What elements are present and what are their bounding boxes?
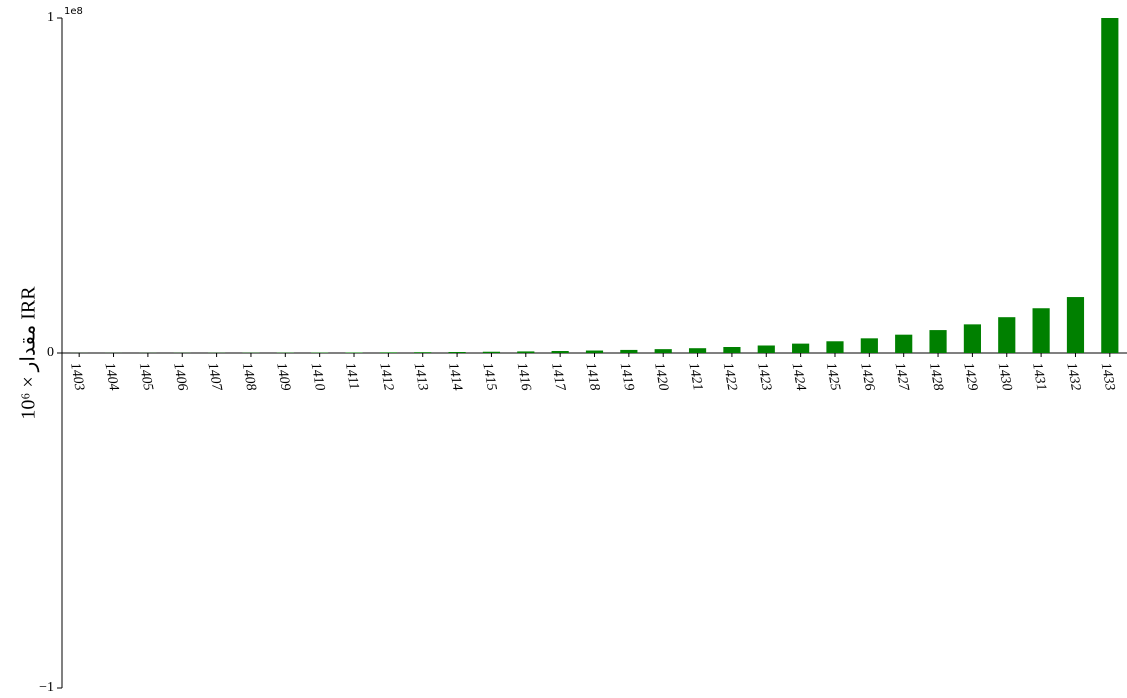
x-tick-label: 1420 bbox=[651, 362, 671, 392]
x-tick-label: 1418 bbox=[582, 362, 602, 392]
x-tick-label: 1404 bbox=[101, 362, 121, 392]
bar bbox=[620, 349, 638, 353]
x-tick-label: 1432 bbox=[1063, 362, 1083, 392]
x-tick-label: 1433 bbox=[1098, 362, 1118, 392]
x-tick-label: 1419 bbox=[617, 362, 637, 392]
x-tick-label: 1406 bbox=[170, 362, 190, 392]
x-tick-label: 1408 bbox=[239, 362, 259, 392]
bar bbox=[963, 324, 981, 353]
x-tick-label: 1427 bbox=[892, 362, 912, 393]
x-tick-label: 1421 bbox=[685, 362, 705, 392]
y-tick-label: 1 bbox=[47, 10, 54, 25]
bar bbox=[895, 334, 913, 353]
bar bbox=[585, 350, 604, 353]
x-tick-label: 1416 bbox=[514, 362, 534, 392]
x-tick-label: 1412 bbox=[376, 362, 396, 392]
y-axis-label: مقدار × 10⁶ IRR bbox=[18, 286, 40, 420]
x-tick-label: 1424 bbox=[789, 362, 809, 392]
x-tick-label: 1425 bbox=[823, 362, 843, 392]
bar bbox=[551, 351, 569, 353]
x-tick-label: 1410 bbox=[308, 362, 328, 392]
bar bbox=[826, 341, 844, 353]
x-tick-label: 1414 bbox=[445, 362, 465, 392]
x-tick-label: 1407 bbox=[204, 362, 224, 393]
x-tick-label: 1417 bbox=[548, 362, 568, 393]
x-tick-label: 1428 bbox=[926, 362, 946, 392]
x-tick-label: 1426 bbox=[857, 362, 877, 392]
bar bbox=[1066, 297, 1085, 353]
x-tick-label: 1430 bbox=[995, 362, 1015, 392]
bar bbox=[379, 352, 397, 353]
bar bbox=[517, 351, 535, 353]
bar bbox=[1032, 308, 1050, 353]
bar bbox=[998, 317, 1016, 353]
x-tick-label: 1403 bbox=[67, 362, 87, 392]
bar bbox=[688, 348, 707, 353]
x-tick-label: 1413 bbox=[411, 362, 431, 392]
x-tick-label: 1431 bbox=[1029, 362, 1049, 392]
bar bbox=[723, 347, 741, 353]
bar bbox=[929, 330, 947, 353]
y-tick-label: −1 bbox=[39, 680, 54, 695]
x-tick-label: 1422 bbox=[720, 362, 740, 392]
x-tick-label: 1415 bbox=[479, 362, 499, 392]
bar bbox=[860, 338, 878, 353]
x-tick-label: 1405 bbox=[136, 362, 156, 392]
bar bbox=[1101, 18, 1119, 353]
y-tick-label: 0 bbox=[47, 345, 54, 360]
bar bbox=[482, 351, 501, 353]
offset-label: 1e8 bbox=[64, 6, 83, 17]
bar bbox=[448, 351, 466, 353]
x-tick-label: 1411 bbox=[342, 362, 361, 391]
bar bbox=[792, 343, 810, 353]
x-tick-label: 1429 bbox=[960, 362, 980, 392]
bar bbox=[414, 352, 432, 353]
bar bbox=[654, 349, 672, 353]
x-tick-label: 1423 bbox=[754, 362, 774, 392]
x-tick-label: 1409 bbox=[273, 362, 293, 392]
bar bbox=[757, 345, 775, 353]
bar bbox=[345, 352, 363, 353]
